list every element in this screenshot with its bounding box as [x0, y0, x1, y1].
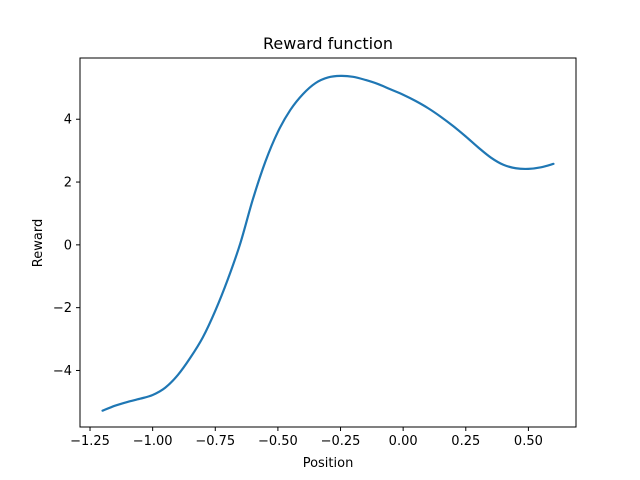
axes-frame [79, 57, 577, 428]
reward-data-point [202, 336, 204, 338]
reward-data-point [452, 125, 454, 127]
reward-data-point [264, 161, 266, 163]
x-tick-label: 0.50 [514, 434, 543, 449]
reward-data-point [327, 76, 329, 78]
chart-title: Reward function [263, 34, 393, 53]
reward-data-point [314, 82, 316, 84]
y-axis-label: Reward [31, 219, 46, 267]
x-tick-label: −0.50 [258, 434, 298, 449]
reward-data-point [101, 410, 103, 412]
reward-data-point [415, 100, 417, 102]
reward-data-point [515, 167, 517, 169]
y-tick-label: 0 [64, 238, 72, 253]
reward-data-point [339, 75, 341, 77]
reward-data-point [177, 374, 179, 376]
reward-data-point [402, 94, 404, 96]
reward-data-point [164, 387, 166, 389]
reward-data-point [252, 198, 254, 200]
reward-data-point [477, 146, 479, 148]
reward-data-point [214, 310, 216, 312]
y-axis: −4 −2 0 2 4 [53, 113, 80, 379]
reward-data-point [390, 88, 392, 90]
y-tick-label: −4 [53, 364, 72, 379]
reward-data-point [502, 164, 504, 166]
reward-series-line [101, 74, 555, 412]
reward-data-point [152, 394, 154, 396]
x-axis-label: Position [303, 456, 354, 471]
x-tick-label: −1.00 [133, 434, 173, 449]
reward-data-point [139, 398, 141, 400]
reward-data-point [540, 166, 542, 168]
y-tick-label: −2 [53, 301, 72, 316]
reward-data-point [465, 135, 467, 137]
reward-data-point [127, 401, 129, 403]
y-tick-label: 4 [64, 113, 72, 128]
reward-data-point [440, 116, 442, 118]
x-tick-label: −0.25 [321, 434, 361, 449]
reward-data-point [427, 107, 429, 109]
x-axis: −1.25 −1.00 −0.75 −0.50 −0.25 0.00 0.25 0.50 [70, 427, 543, 449]
plot-layer [101, 74, 555, 412]
reward-data-point [377, 83, 379, 85]
x-tick-label: 0.25 [451, 434, 480, 449]
x-tick-label: −1.25 [70, 434, 110, 449]
reward-data-point [114, 405, 116, 407]
x-tick-label: 0.00 [389, 434, 418, 449]
y-tick-label: 2 [64, 176, 72, 191]
reward-data-point [364, 79, 366, 81]
reward-data-point [527, 168, 529, 170]
reward-data-point [289, 109, 291, 111]
reward-data-point [227, 278, 229, 280]
x-tick-label: −0.75 [195, 434, 235, 449]
reward-data-point [352, 76, 354, 78]
reward-data-point [277, 131, 279, 133]
reward-data-point [552, 163, 554, 165]
reward-data-point [239, 242, 241, 244]
reward-data-point [189, 357, 191, 359]
reward-data-point [490, 156, 492, 158]
reward-data-point [302, 93, 304, 95]
